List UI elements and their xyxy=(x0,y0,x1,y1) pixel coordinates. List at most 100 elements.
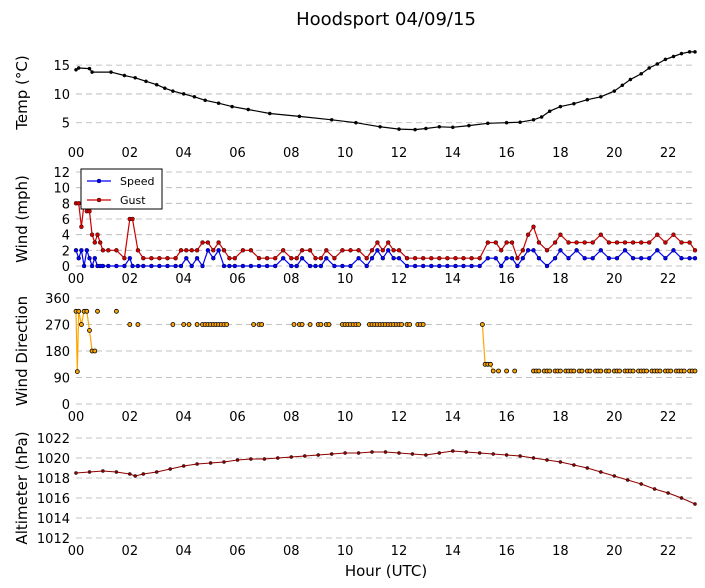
data-point-gust xyxy=(135,248,141,253)
data-point-dir_pts1 xyxy=(307,322,313,327)
data-point-altimeter xyxy=(249,457,253,461)
data-point-altimeter xyxy=(235,458,240,462)
data-point-speed xyxy=(87,256,92,261)
data-point-altimeter xyxy=(222,460,226,464)
data-point-dir_pts1 xyxy=(407,322,413,327)
data-point-gust xyxy=(289,256,294,261)
x-tick-label: 20 xyxy=(606,410,623,425)
x-tick-label: 16 xyxy=(498,146,515,161)
y-tick-label: 1018 xyxy=(37,472,70,487)
data-point-gust xyxy=(248,248,254,253)
data-point-gust xyxy=(396,248,402,253)
data-point-gust xyxy=(566,240,571,245)
data-point-gust xyxy=(106,248,111,253)
data-point-dir_pts2 xyxy=(558,368,563,374)
x-tick-label: 12 xyxy=(391,146,408,161)
data-point-temp xyxy=(74,68,78,72)
data-point-gust xyxy=(437,256,442,261)
data-point-temp xyxy=(687,50,692,54)
data-point-gust xyxy=(598,232,603,237)
legend-marker-speed xyxy=(96,178,102,184)
data-point-speed xyxy=(273,263,278,269)
data-point-speed xyxy=(582,256,587,261)
y-tick-label: 10 xyxy=(53,182,70,197)
data-point-dir_line1 xyxy=(74,369,80,375)
legend: Speed Gust xyxy=(80,168,163,210)
data-point-speed xyxy=(200,263,205,269)
data-point-altimeter xyxy=(74,471,78,475)
data-point-dir_pts2 xyxy=(681,368,687,374)
data-point-gust xyxy=(76,201,81,206)
data-point-gust xyxy=(273,256,278,261)
data-point-gust xyxy=(614,240,620,245)
data-point-altimeter xyxy=(289,455,294,459)
data-point-temp xyxy=(585,97,590,102)
y-tick-label: 5 xyxy=(62,117,70,132)
data-point-gust xyxy=(114,248,119,253)
data-point-dir_pts2 xyxy=(587,368,593,374)
data-point-altimeter xyxy=(518,454,522,458)
data-point-altimeter xyxy=(356,451,361,455)
data-point-temp xyxy=(467,123,471,128)
data-point-speed xyxy=(348,263,353,269)
y-axis-label: Wind Direction xyxy=(13,296,31,406)
data-point-temp xyxy=(424,126,428,131)
data-point-speed xyxy=(211,256,216,261)
data-point-gust xyxy=(97,240,103,245)
data-point-speed xyxy=(386,248,391,253)
data-point-gust xyxy=(453,256,458,261)
x-tick-label: 02 xyxy=(122,410,139,425)
data-point-temp xyxy=(297,114,302,119)
data-point-temp xyxy=(216,101,221,105)
data-point-altimeter xyxy=(572,463,576,467)
data-point-speed xyxy=(89,263,95,269)
data-point-speed xyxy=(256,263,262,269)
y-tick-label: 360 xyxy=(45,292,70,307)
data-point-gust xyxy=(499,248,504,253)
data-point-gust xyxy=(240,248,246,253)
legend-box xyxy=(80,168,163,210)
data-point-speed xyxy=(100,263,106,269)
data-point-speed xyxy=(630,256,636,261)
data-point-speed xyxy=(552,256,558,261)
data-point-altimeter xyxy=(477,451,482,455)
data-point-altimeter xyxy=(343,451,347,455)
data-point-speed xyxy=(687,256,692,261)
data-point-temp xyxy=(76,66,81,70)
data-point-altimeter xyxy=(531,456,536,460)
data-point-speed xyxy=(289,263,294,269)
data-point-dir_pts1 xyxy=(95,308,100,314)
data-point-gust xyxy=(89,232,95,237)
data-point-altimeter xyxy=(410,452,415,456)
y-axis-label: Wind (mph) xyxy=(13,175,31,263)
data-point-temp xyxy=(518,120,522,124)
data-point-dir_line1 xyxy=(87,327,92,333)
data-point-altimeter xyxy=(599,470,603,474)
data-point-gust xyxy=(356,248,361,253)
data-point-dir_pts1 xyxy=(399,322,405,327)
data-point-altimeter xyxy=(504,453,509,457)
data-point-gust xyxy=(178,248,184,253)
data-point-gust xyxy=(574,240,579,245)
y-tick-label: 4 xyxy=(62,229,70,244)
data-point-speed xyxy=(531,248,536,253)
data-point-altimeter xyxy=(450,449,455,453)
y-tick-label: 90 xyxy=(53,372,70,387)
data-point-speed xyxy=(127,256,133,261)
x-tick-label: 18 xyxy=(552,146,569,161)
data-point-dir_pts1 xyxy=(299,322,305,327)
data-point-speed xyxy=(81,263,87,269)
data-point-gust xyxy=(299,248,305,253)
data-point-speed xyxy=(429,263,434,269)
data-point-gust xyxy=(606,240,612,245)
data-point-gust xyxy=(313,256,318,261)
data-point-speed xyxy=(356,256,361,261)
data-point-speed xyxy=(189,263,194,269)
x-tick-label: 12 xyxy=(391,410,408,425)
data-point-gust xyxy=(582,240,587,245)
data-point-gust xyxy=(639,240,644,245)
data-point-dir_pts1 xyxy=(251,322,257,327)
data-point-dir_line1 xyxy=(76,308,82,314)
data-point-speed xyxy=(205,248,211,253)
